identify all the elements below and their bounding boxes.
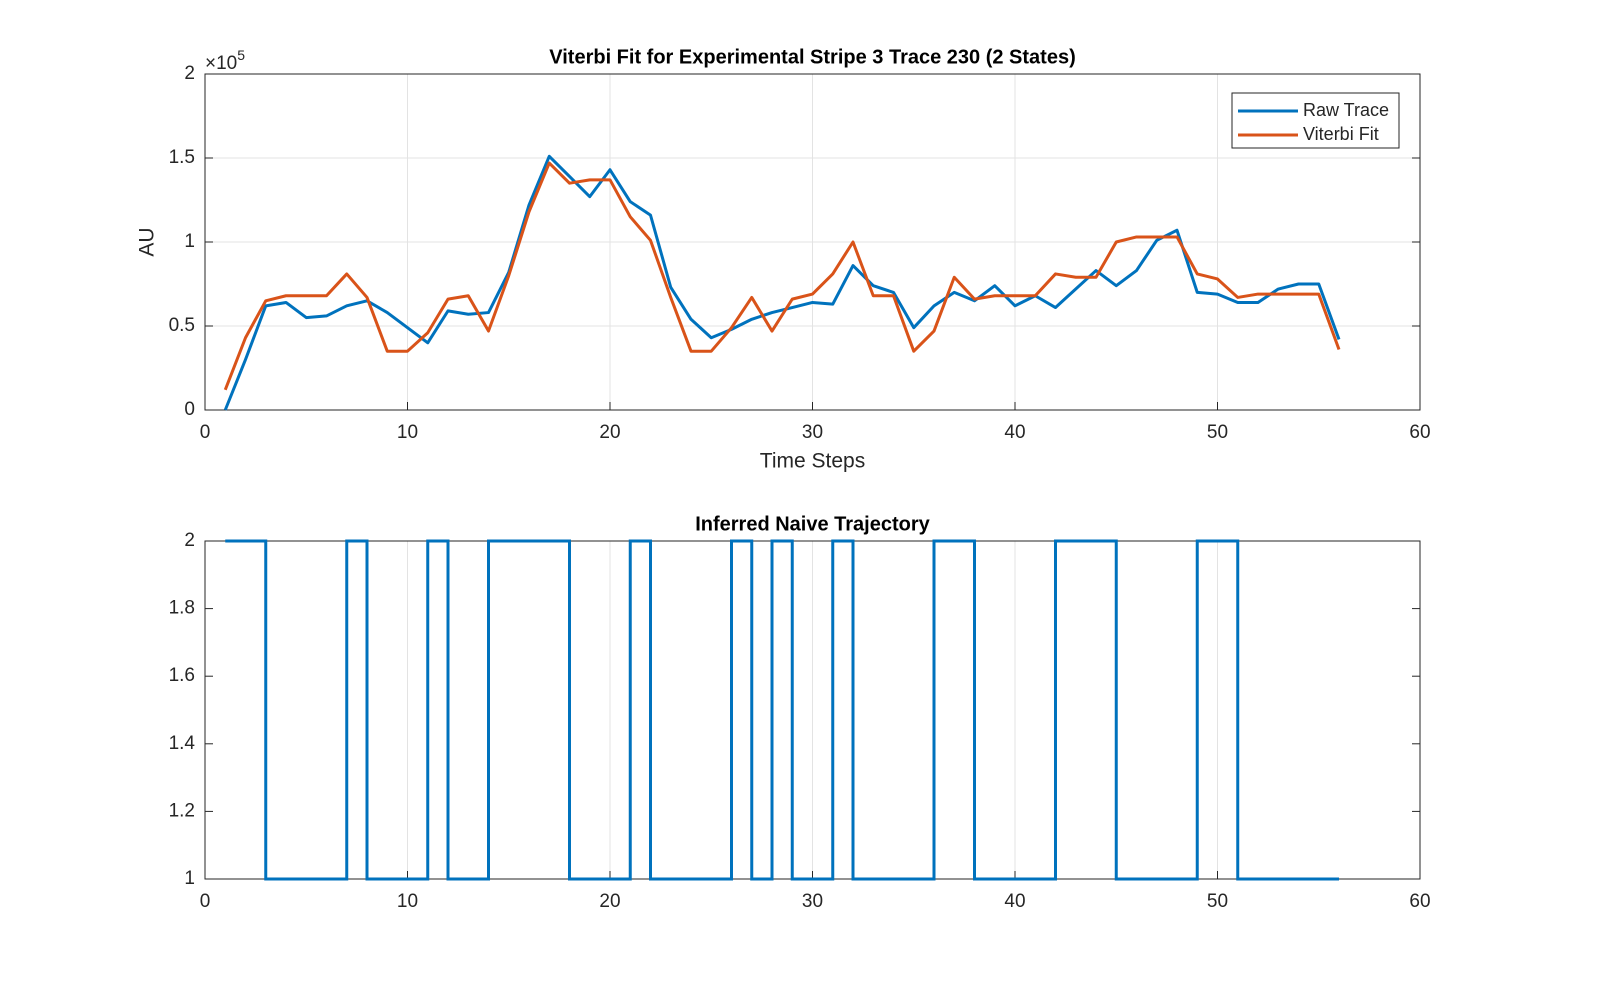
- x-axis-label: Time Steps: [760, 450, 865, 473]
- data-line: [223, 161, 1341, 391]
- x-tick-label: 30: [802, 891, 823, 912]
- x-tick-label: 50: [1207, 422, 1228, 443]
- y-tick-label: 2: [184, 530, 195, 551]
- x-tick-label: 20: [599, 891, 620, 912]
- y-tick-label: 1.8: [169, 598, 195, 619]
- axes-box: [204, 73, 1421, 411]
- x-tick-label: 0: [200, 422, 211, 443]
- y-tick-label: 1.5: [169, 147, 195, 168]
- y-tick-label: 1: [184, 231, 195, 252]
- y-axis-label: AU: [136, 227, 159, 256]
- x-tick-label: 20: [599, 422, 620, 443]
- x-tick-label: 40: [1004, 422, 1025, 443]
- data-line: [223, 154, 1341, 411]
- legend-label: Raw Trace: [1303, 100, 1389, 120]
- y-multiplier: ×105: [205, 47, 245, 74]
- stairs-line: [225, 539, 1339, 881]
- x-tick-label: 50: [1207, 891, 1228, 912]
- x-tick-label: 10: [397, 422, 418, 443]
- y-multiplier-exponent: 5: [237, 47, 245, 63]
- chart-title: Inferred Naive Trajectory: [695, 513, 930, 535]
- x-tick-label: 40: [1004, 891, 1025, 912]
- y-tick-label: 1.4: [169, 733, 196, 754]
- y-tick-label: 0: [184, 399, 195, 420]
- x-tick-label: 30: [802, 422, 823, 443]
- y-tick-label: 2: [184, 63, 195, 84]
- x-tick-label: 10: [397, 891, 418, 912]
- y-tick-label: 0.5: [169, 315, 195, 336]
- legend-box: [1231, 92, 1400, 149]
- y-tick-label: 1.2: [169, 800, 195, 821]
- x-tick-label: 60: [1409, 891, 1430, 912]
- chart-title: Viterbi Fit for Experimental Stripe 3 Tr…: [549, 46, 1076, 68]
- x-tick-label: 60: [1409, 422, 1430, 443]
- x-tick-label: 0: [200, 891, 211, 912]
- y-tick-label: 1.6: [169, 665, 195, 686]
- y-multiplier-base: ×10: [205, 53, 237, 74]
- y-tick-label: 1: [184, 868, 195, 889]
- legend-label: Viterbi Fit: [1303, 124, 1379, 144]
